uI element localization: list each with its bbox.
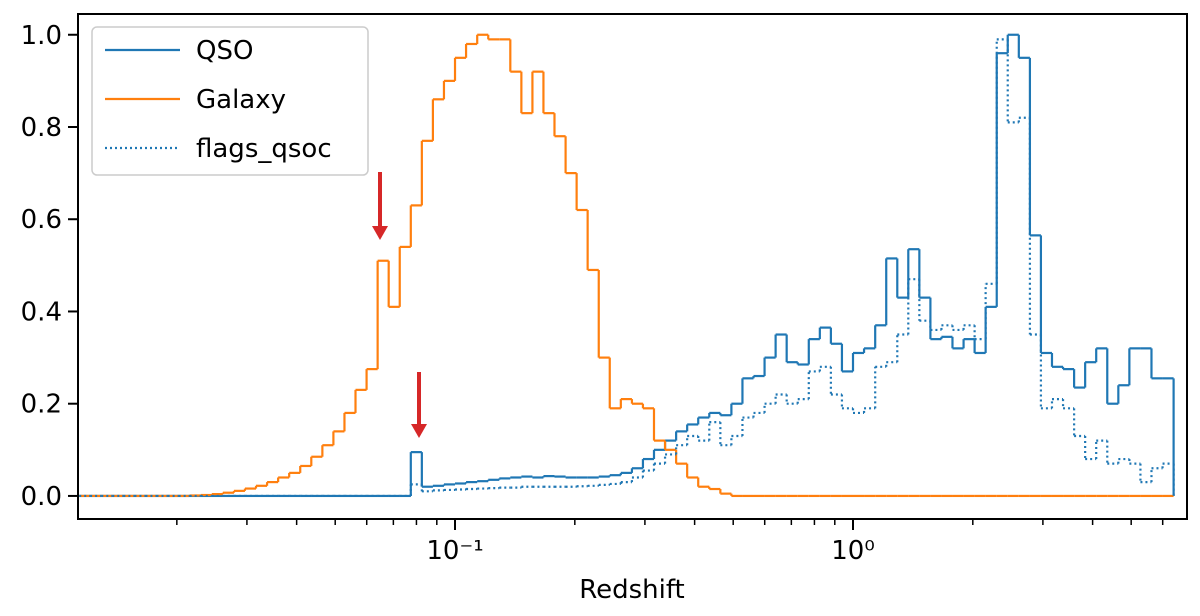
annotation-arrows [372,172,427,438]
arrow-head [411,424,427,438]
y-tick-label: 0.4 [21,297,62,327]
axes-frame [77,13,1188,520]
x-tick-label: 10⁰ [831,536,875,566]
arrow-head [372,226,388,240]
y-tick-label: 1.0 [21,21,62,51]
y-tick-label: 0.0 [21,482,62,512]
y-tick-label: 0.2 [21,390,62,420]
y-tick-label: 0.8 [21,113,62,143]
x-tick-label: 10⁻¹ [426,536,483,566]
x-axis-label: Redshift [579,575,685,605]
legend-box [91,26,369,176]
legend-label: Galaxy [196,85,286,115]
y-tick-label: 0.6 [21,205,62,235]
series-2 [79,38,1175,498]
legend-label: flags_qsoc [196,134,332,164]
plot-area [79,33,1175,498]
legend-label: QSO [196,36,253,66]
